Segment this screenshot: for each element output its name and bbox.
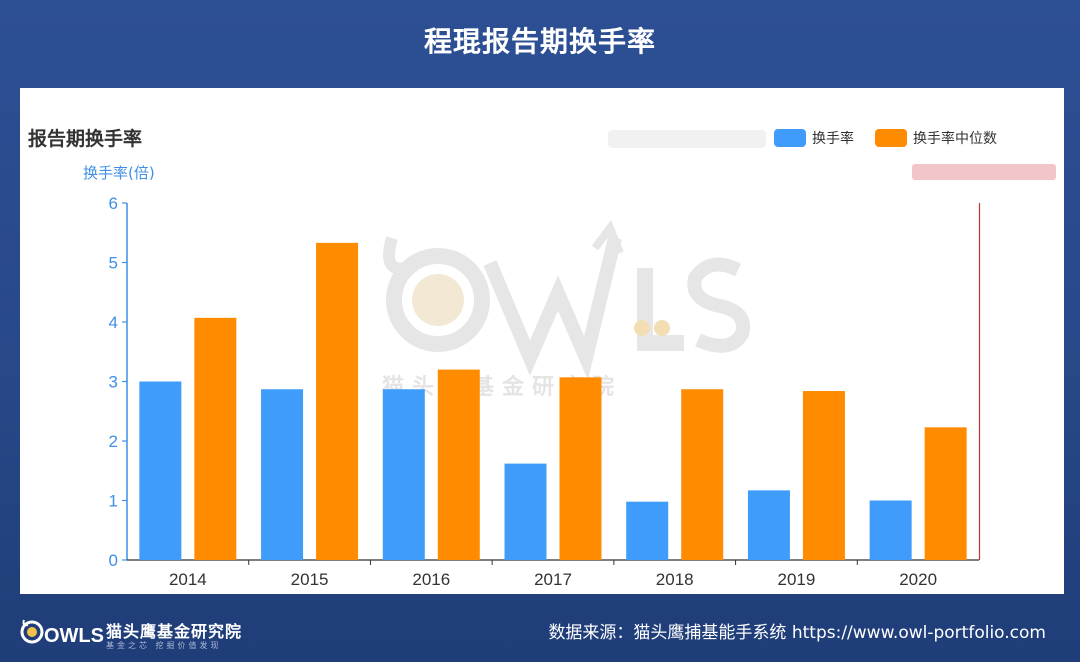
bar-median — [681, 389, 724, 560]
bar-median — [924, 427, 967, 560]
bar-turnover — [626, 501, 669, 560]
x-tick-label: 2017 — [534, 570, 572, 589]
owls-logo: OWLS — [20, 619, 104, 647]
page-title: 程琨报告期换手率 — [423, 25, 656, 58]
legend[interactable]: 换手率 换手率中位数 — [774, 129, 997, 147]
bar-turnover — [139, 381, 182, 560]
bar-chart: 猫头鹰基金研究院 报告期换手率 换手率 换手率中位数 换手率(倍) 0 1 2 3 4 5… — [28, 127, 1056, 589]
bar-turnover — [504, 463, 547, 560]
blurred-region — [608, 130, 766, 148]
chart-title: 报告期换手率 — [28, 127, 142, 150]
bar-turnover — [382, 389, 425, 560]
bar-turnover — [869, 500, 912, 560]
y-tick-label: 3 — [109, 373, 118, 392]
logo-text: OWLS — [44, 625, 104, 647]
y-axis-title: 换手率(倍) — [83, 164, 155, 182]
watermark: 猫头鹰基金研究院 — [382, 219, 750, 400]
bar-turnover — [261, 389, 304, 560]
y-tick-label: 0 — [109, 551, 118, 570]
plot-area: 0 1 2 3 4 5 6 2014 2015 2016 2017 2018 2019 2020 — [109, 194, 981, 589]
y-tick-label: 6 — [109, 194, 118, 213]
y-tick-label: 5 — [109, 254, 118, 273]
bar-median — [437, 369, 480, 560]
x-tick-label: 2020 — [899, 570, 937, 589]
x-tick-label: 2018 — [656, 570, 694, 589]
footer-source: 数据来源：猫头鹰捕基能手系统 https://www.owl-portfolio… — [548, 623, 1046, 643]
x-tick-label: 2015 — [291, 570, 329, 589]
y-tick-label: 2 — [109, 432, 118, 451]
y-tick-label: 1 — [109, 492, 118, 511]
bar-turnover — [747, 490, 790, 560]
blurred-region — [912, 164, 1056, 180]
footer-org-name: 猫头鹰基金研究院 — [106, 622, 243, 641]
bar-median — [802, 391, 845, 560]
y-tick-label: 4 — [109, 313, 118, 332]
chart-panel: 猫头鹰基金研究院 报告期换手率 换手率 换手率中位数 换手率(倍) 0 1 2 3 4 5… — [20, 88, 1064, 594]
bar-median — [194, 317, 237, 560]
legend-label-median: 换手率中位数 — [913, 130, 997, 147]
x-tick-label: 2019 — [778, 570, 816, 589]
footer-org-subtitle: 基金之芯 挖掘价值发现 — [106, 641, 222, 650]
legend-label-turnover: 换手率 — [812, 130, 854, 147]
legend-swatch-turnover — [774, 129, 806, 147]
bar-median — [316, 242, 359, 561]
x-tick-label: 2014 — [169, 570, 207, 589]
legend-swatch-median — [875, 129, 907, 147]
bar-median — [559, 377, 602, 560]
x-tick-label: 2016 — [412, 570, 450, 589]
